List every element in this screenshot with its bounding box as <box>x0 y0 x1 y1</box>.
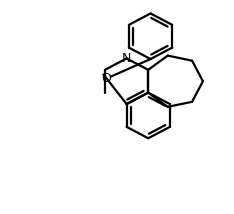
Text: N: N <box>122 52 131 65</box>
Text: O: O <box>102 72 112 85</box>
